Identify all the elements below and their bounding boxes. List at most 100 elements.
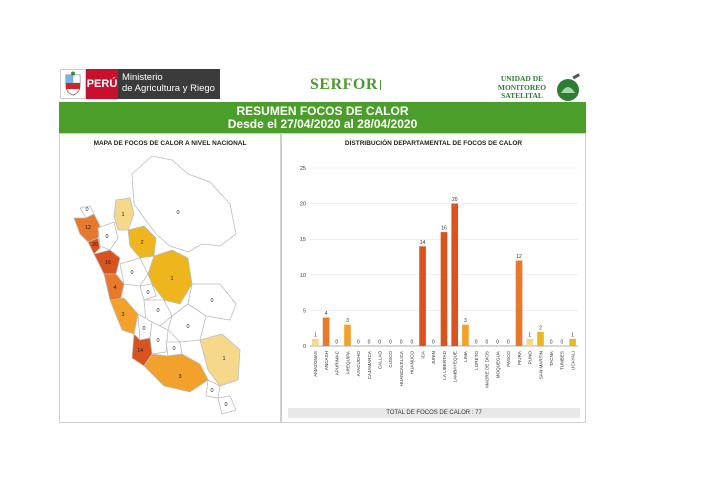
map-label-loreto: 0 — [176, 210, 179, 216]
map-label-huancavelica: 0 — [142, 326, 145, 332]
x-tick-label: AYACUCHO — [356, 351, 361, 377]
map-label-ayacucho: 0 — [156, 338, 159, 344]
map-label-la-libertad: 16 — [105, 260, 111, 266]
map-label-ica: 14 — [137, 348, 143, 354]
x-tick-label: PASCO — [506, 351, 511, 367]
map-label-cajamarca: 0 — [105, 234, 108, 240]
x-tick-label: AMAZONAS — [313, 351, 318, 377]
data-label: 0 — [368, 340, 371, 346]
x-tick-label: HUANCAVELICA — [399, 350, 404, 386]
data-label: 1 — [528, 332, 531, 338]
unit-line-3: SATELITAL — [501, 91, 543, 100]
data-label: 0 — [432, 340, 435, 346]
x-tick-label: MOQUEGUA — [495, 350, 500, 378]
bar — [515, 260, 523, 346]
data-label: 0 — [475, 340, 478, 346]
bar — [312, 338, 319, 346]
bar — [462, 324, 469, 346]
map-panel-title: MAPA DE FOCOS DE CALOR A NIVEL NACIONAL — [93, 140, 247, 147]
map-label-san-martin: 2 — [140, 240, 143, 246]
x-tick-label: TACNA — [549, 350, 554, 366]
satellite-logo-icon — [557, 73, 580, 101]
chart-panel-title: DISTRIBUCIÓN DEPARTAMENTAL DE FOCOS DE C… — [344, 140, 523, 147]
coat-of-arms-icon — [60, 69, 86, 99]
y-tick-label: 0 — [303, 344, 306, 350]
bar — [344, 324, 351, 346]
x-tick-label: PIURA — [517, 350, 522, 365]
x-tick-label: ICA — [420, 350, 425, 359]
map-label-arequipa: 3 — [178, 374, 181, 380]
map-label-piura: 12 — [85, 225, 91, 231]
map-label-tumbes: 0 — [85, 207, 88, 213]
x-tick-label: ANCASH — [324, 351, 329, 370]
region-arequipa — [143, 353, 209, 393]
data-label: 12 — [516, 254, 522, 260]
map-label-cusco: 0 — [186, 324, 189, 330]
x-tick-label: AREQUIPA — [345, 350, 350, 374]
region-ancash — [103, 273, 125, 303]
data-label: 1 — [314, 332, 317, 338]
map-label-junin: 0 — [156, 308, 159, 314]
bar — [526, 338, 534, 346]
data-label: 3 — [346, 318, 349, 324]
region-cajamarca — [97, 221, 119, 251]
map-label-madre-de-dios: 0 — [210, 298, 213, 304]
bar — [451, 203, 459, 346]
chart-panel: DISTRIBUCIÓN DEPARTAMENTAL DE FOCOS DE C… — [281, 133, 586, 423]
map-panel: MAPA DE FOCOS DE CALOR A NIVEL NACIONAL — [59, 133, 281, 423]
region-lima — [109, 297, 139, 335]
bar — [419, 246, 426, 346]
region-la-libertad — [93, 249, 121, 275]
x-tick-label: JUNIN — [431, 351, 436, 365]
data-label: 0 — [357, 340, 360, 346]
banner-subtitle: Desde el 27/04/2020 al 28/04/2020 — [227, 117, 418, 131]
map-label-ancash: 4 — [113, 285, 116, 291]
data-label: 20 — [452, 197, 458, 203]
data-label: 0 — [410, 340, 413, 346]
x-tick-label: HUANUCO — [410, 351, 415, 375]
data-label: 2 — [539, 325, 542, 331]
map-label-huanuco: 0 — [130, 270, 133, 276]
data-label: 0 — [378, 340, 381, 346]
x-tick-label: CALLAO — [377, 351, 382, 370]
data-label: 0 — [485, 340, 488, 346]
x-tick-label: UCAYALI — [570, 351, 575, 370]
map-label-pasco: 0 — [146, 290, 149, 296]
peru-label: PERÚ — [86, 69, 118, 99]
data-label: 0 — [561, 340, 564, 346]
total-label: TOTAL DE FOCOS DE CALOR : 77 — [288, 408, 580, 418]
x-tick-label: PUNO — [528, 351, 533, 365]
peru-heat-map: 0 12 1 0 0 20 2 16 0 1 4 0 3 0 0 0 0 0 1… — [73, 155, 241, 415]
x-tick-label: LA LIBERTAD — [442, 350, 447, 379]
data-label: 0 — [335, 340, 338, 346]
region-loreto — [131, 155, 237, 253]
region-pasco — [139, 283, 157, 301]
x-tick-label: LIMA — [463, 350, 468, 362]
data-label: 14 — [420, 240, 426, 246]
x-tick-label: MADRE DE DIOS — [485, 351, 490, 388]
data-label: 0 — [507, 340, 510, 346]
map-label-amazonas: 1 — [121, 212, 124, 218]
data-label: 3 — [464, 318, 467, 324]
map-label-puno: 1 — [222, 356, 225, 362]
y-tick-label: 25 — [300, 166, 306, 172]
data-label: 16 — [441, 226, 447, 232]
map-label-lima: 3 — [121, 312, 124, 318]
map-label-ucayali: 1 — [170, 276, 173, 282]
y-tick-label: 15 — [300, 237, 306, 243]
ministry-line-2: de Agricultura y Riego — [122, 83, 215, 94]
map-label-lambayeque: 20 — [92, 242, 98, 248]
data-label: 4 — [325, 311, 328, 317]
map-label-moquegua: 0 — [210, 388, 213, 394]
banner-title: RESUMEN FOCOS DE CALOR — [236, 104, 409, 118]
x-tick-label: CUSCO — [388, 351, 393, 368]
region-ucayali — [147, 249, 193, 305]
data-label: 1 — [571, 332, 574, 338]
region-tacna — [217, 395, 237, 415]
bar — [537, 331, 544, 346]
region-ayacucho — [149, 321, 169, 355]
x-tick-label: TUMBES — [560, 351, 565, 370]
serfor-logo: SERFOR — [310, 76, 389, 94]
y-tick-label: 20 — [300, 202, 306, 208]
unit-label: UNIDAD DE MONITOREO SATELITAL — [494, 74, 550, 101]
